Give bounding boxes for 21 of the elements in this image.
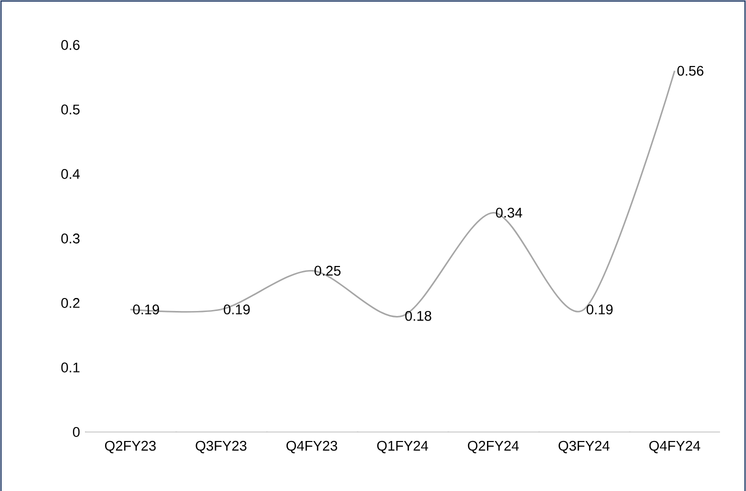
y-tick-label: 0.1: [61, 362, 80, 372]
x-tick-label: Q4FY23: [286, 440, 338, 454]
x-tick-label: Q3FY23: [196, 440, 246, 454]
data-label: 0.34: [496, 208, 522, 218]
y-tick-label: 0.6: [61, 40, 80, 50]
data-label: 0.19: [224, 304, 250, 314]
y-tick-label: 0.2: [61, 298, 80, 308]
x-tick-label: Q2FY23: [105, 440, 156, 454]
data-label: 0.19: [586, 304, 613, 314]
y-tick-label: 0: [72, 427, 80, 437]
x-tick-label: Q4FY24: [649, 440, 700, 454]
x-tick-label: Q3FY24: [558, 440, 610, 454]
x-tick-label: Q2FY24: [468, 440, 519, 454]
data-label: 0.18: [405, 310, 432, 321]
data-label: 0.56: [677, 66, 704, 76]
data-label: 0.19: [133, 304, 160, 314]
y-tick-label: 0.4: [61, 169, 80, 179]
x-tick-label: Q1FY24: [377, 440, 428, 454]
y-tick-label: 0.5: [61, 104, 80, 114]
data-label: 0.25: [314, 266, 341, 276]
y-tick-label: 0.3: [61, 234, 80, 244]
